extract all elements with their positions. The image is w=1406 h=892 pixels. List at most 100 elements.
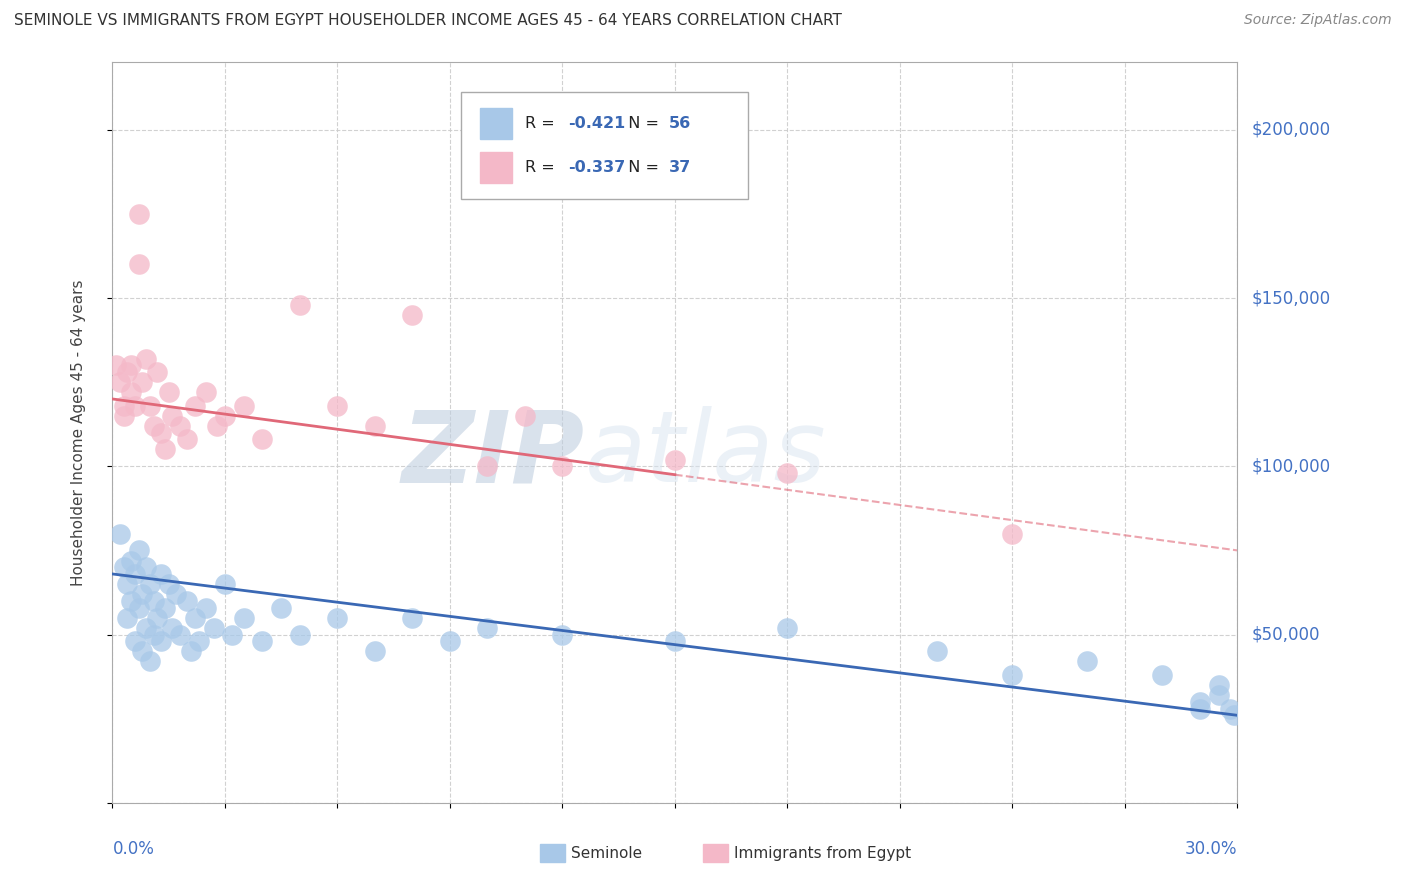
Point <box>117 577 139 591</box>
Point <box>364 644 387 658</box>
Point <box>169 418 191 433</box>
Point <box>176 433 198 447</box>
Point <box>187 634 209 648</box>
Point <box>326 399 349 413</box>
Point <box>162 621 184 635</box>
Point <box>288 298 311 312</box>
Text: 37: 37 <box>669 161 692 175</box>
Point <box>112 399 135 413</box>
Text: -0.337: -0.337 <box>568 161 626 175</box>
Point <box>112 409 135 423</box>
Text: ZIP: ZIP <box>402 407 585 503</box>
Point <box>776 621 799 635</box>
Point <box>131 587 153 601</box>
Point <box>202 621 225 635</box>
Point <box>477 459 499 474</box>
Point <box>142 594 165 608</box>
Point <box>108 375 131 389</box>
Point <box>477 621 499 635</box>
Point <box>135 621 157 635</box>
Point <box>135 560 157 574</box>
Point <box>139 577 162 591</box>
Text: N =: N = <box>617 161 664 175</box>
Point <box>146 365 169 379</box>
Point <box>1188 695 1211 709</box>
Y-axis label: Householder Income Ages 45 - 64 years: Householder Income Ages 45 - 64 years <box>72 279 86 586</box>
Point <box>176 594 198 608</box>
Point <box>439 634 461 648</box>
Text: $200,000: $200,000 <box>1251 120 1330 139</box>
Text: SEMINOLE VS IMMIGRANTS FROM EGYPT HOUSEHOLDER INCOME AGES 45 - 64 YEARS CORRELAT: SEMINOLE VS IMMIGRANTS FROM EGYPT HOUSEH… <box>14 13 842 29</box>
Point <box>1208 678 1230 692</box>
Point <box>120 359 142 373</box>
Point <box>128 257 150 271</box>
Point <box>128 600 150 615</box>
Text: atlas: atlas <box>585 407 827 503</box>
Point <box>214 577 236 591</box>
Point <box>664 634 686 648</box>
Point <box>207 418 229 433</box>
Point <box>124 634 146 648</box>
Point <box>221 627 243 641</box>
Point <box>180 644 202 658</box>
Point <box>195 600 218 615</box>
Point <box>139 399 162 413</box>
Point <box>153 442 176 457</box>
Point <box>146 610 169 624</box>
Point <box>551 627 574 641</box>
Point <box>112 560 135 574</box>
Point <box>232 610 254 624</box>
Point <box>288 627 311 641</box>
Point <box>1188 701 1211 715</box>
Point <box>139 655 162 669</box>
FancyBboxPatch shape <box>461 92 748 200</box>
Point <box>124 399 146 413</box>
Point <box>120 594 142 608</box>
Text: 56: 56 <box>669 116 692 131</box>
Point <box>513 409 536 423</box>
Point <box>252 433 274 447</box>
Point <box>120 385 142 400</box>
Bar <box>703 844 728 862</box>
Point <box>1076 655 1098 669</box>
Point <box>157 577 180 591</box>
Point <box>776 466 799 480</box>
Point <box>184 399 207 413</box>
Bar <box>481 153 512 183</box>
Point <box>150 634 173 648</box>
Point <box>142 627 165 641</box>
Point <box>927 644 949 658</box>
Point <box>364 418 387 433</box>
Point <box>195 385 218 400</box>
Text: $150,000: $150,000 <box>1251 289 1330 307</box>
Point <box>1001 668 1024 682</box>
Text: $50,000: $50,000 <box>1251 625 1320 643</box>
Text: R =: R = <box>526 116 560 131</box>
Point <box>131 644 153 658</box>
Point <box>165 587 187 601</box>
Point <box>142 418 165 433</box>
Point <box>150 425 173 440</box>
Point <box>150 566 173 581</box>
Point <box>162 409 184 423</box>
Point <box>214 409 236 423</box>
Bar <box>481 108 512 139</box>
Point <box>664 452 686 467</box>
Point <box>131 375 153 389</box>
Point <box>1152 668 1174 682</box>
Point <box>169 627 191 641</box>
Point <box>232 399 254 413</box>
Point <box>157 385 180 400</box>
Point <box>184 610 207 624</box>
Point <box>117 610 139 624</box>
Point <box>1208 688 1230 702</box>
Text: Source: ZipAtlas.com: Source: ZipAtlas.com <box>1244 13 1392 28</box>
Point <box>252 634 274 648</box>
Point <box>153 600 176 615</box>
Text: -0.421: -0.421 <box>568 116 626 131</box>
Point <box>108 526 131 541</box>
Point <box>120 553 142 567</box>
Point <box>1219 701 1241 715</box>
Point <box>105 359 128 373</box>
Text: 0.0%: 0.0% <box>112 840 155 858</box>
